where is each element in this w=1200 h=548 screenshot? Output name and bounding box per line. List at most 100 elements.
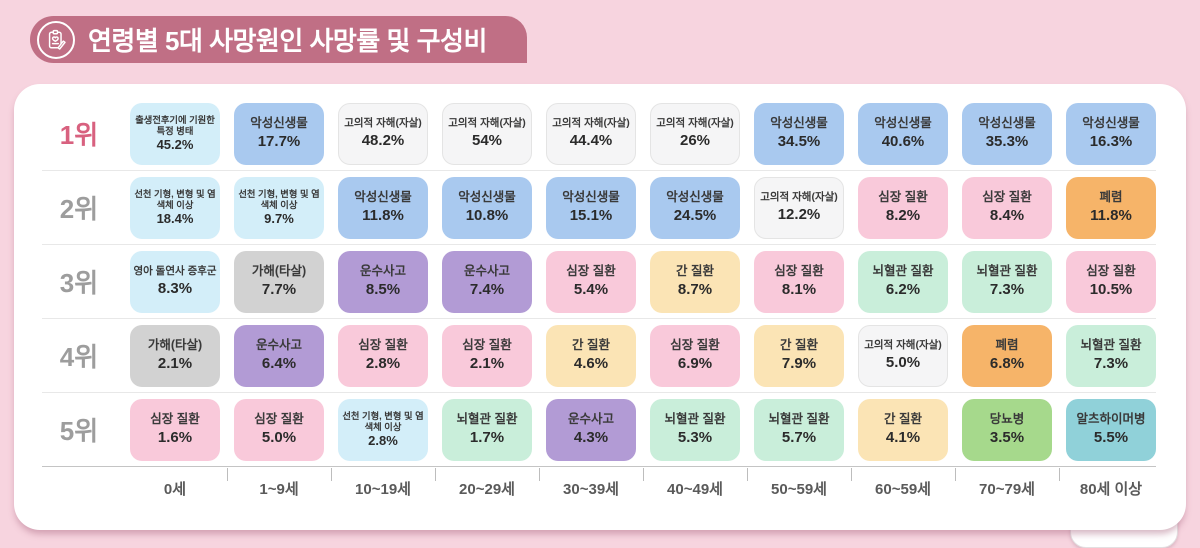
- table-cell: 운수사고 8.5%: [338, 245, 428, 318]
- cause-label: 고의적 자해(자살): [344, 117, 422, 130]
- cause-value: 2.8%: [365, 355, 401, 373]
- page-title: 연령별 5대 사망원인 사망률 및 구성비: [88, 26, 487, 56]
- cause-cell: 악성신생물 24.5%: [650, 176, 740, 239]
- table-cell: 폐렴 6.8%: [962, 319, 1052, 392]
- cause-value: 12.2%: [777, 205, 821, 223]
- age-group-label: 20~29세: [434, 467, 532, 509]
- cause-cell: 고의적 자해(자살) 5.0%: [858, 324, 948, 387]
- cause-cell: 간 질환 7.9%: [754, 324, 844, 387]
- cause-cell: 악성신생물 35.3%: [962, 102, 1052, 165]
- table-cell: 출생전후기에 기원한 특정 병태 45.2%: [130, 97, 220, 170]
- cause-label: 고의적 자해(자살): [760, 191, 838, 204]
- table-cell: 심장 질환 6.9%: [650, 319, 740, 392]
- table-cell: 고의적 자해(자살) 5.0%: [858, 319, 948, 392]
- table-cell: 뇌혈관 질환 5.7%: [754, 393, 844, 466]
- cause-value: 11.8%: [362, 207, 404, 225]
- table-cell: 악성신생물 24.5%: [650, 171, 740, 244]
- table-cell: 뇌혈관 질환 7.3%: [1066, 319, 1156, 392]
- cause-value: 17.7%: [257, 133, 301, 151]
- cause-value: 7.4%: [469, 281, 505, 299]
- age-group-label: 60~59세: [850, 467, 948, 509]
- age-group-label: 40~49세: [642, 467, 740, 509]
- table-cell: 알츠하이머병 5.5%: [1066, 393, 1156, 466]
- rank-label-5: 5위: [59, 416, 99, 446]
- table-cell: 운수사고 6.4%: [234, 319, 324, 392]
- cause-label: 심장 질환: [878, 190, 928, 205]
- cause-value: 7.3%: [1093, 355, 1129, 373]
- table-cell: 심장 질환 8.4%: [962, 171, 1052, 244]
- cause-value: 6.9%: [677, 355, 713, 373]
- cause-value: 7.3%: [989, 281, 1025, 299]
- cause-label: 고의적 자해(자살): [656, 117, 734, 130]
- cause-label: 폐렴: [995, 338, 1019, 353]
- table-cell: 악성신생물 15.1%: [546, 171, 636, 244]
- table-cell: 폐렴 11.8%: [1066, 171, 1156, 244]
- cause-label: 알츠하이머병: [1076, 412, 1146, 427]
- cause-cell: 가해(타살) 7.7%: [234, 250, 324, 313]
- cause-cell: 영아 돌연사 증후군 8.3%: [130, 250, 220, 313]
- cause-value: 35.3%: [985, 133, 1029, 151]
- cause-cell: 폐렴 11.8%: [1066, 176, 1156, 239]
- cause-value: 4.6%: [573, 355, 609, 373]
- cause-label: 출생전후기에 기원한 특정 병태: [135, 114, 215, 136]
- cause-label: 고의적 자해(자살): [448, 117, 526, 130]
- cause-label: 심장 질환: [670, 338, 720, 353]
- cause-value: 48.2%: [361, 131, 405, 149]
- cause-value: 16.3%: [1089, 133, 1133, 151]
- cause-cell: 악성신생물 17.7%: [234, 102, 324, 165]
- cause-cell: 심장 질환 10.5%: [1066, 250, 1156, 313]
- cause-cell: 알츠하이머병 5.5%: [1066, 398, 1156, 461]
- cause-label: 선천 기형, 변형 및 염색체 이상: [134, 188, 216, 210]
- cause-label: 뇌혈관 질환: [1080, 338, 1142, 353]
- table-cell: 당뇨병 3.5%: [962, 393, 1052, 466]
- cause-label: 심장 질환: [566, 264, 616, 279]
- cause-label: 간 질환: [780, 338, 818, 353]
- cause-label: 악성신생물: [458, 190, 516, 205]
- table-cell: 간 질환 4.1%: [858, 393, 948, 466]
- cause-cell: 폐렴 6.8%: [962, 324, 1052, 387]
- cause-value: 18.4%: [156, 210, 194, 226]
- table-cell: 심장 질환 5.0%: [234, 393, 324, 466]
- table-cell: 뇌혈관 질환 1.7%: [442, 393, 532, 466]
- table-cell: 심장 질환 2.8%: [338, 319, 428, 392]
- cause-cell: 운수사고 4.3%: [546, 398, 636, 461]
- cause-label: 가해(타살): [251, 264, 307, 279]
- cause-value: 40.6%: [881, 133, 925, 151]
- age-group-label: 30~39세: [538, 467, 636, 509]
- age-group-label: 70~79세: [954, 467, 1052, 509]
- cause-value: 26%: [679, 131, 711, 149]
- cause-value: 54%: [471, 131, 503, 149]
- cause-label: 심장 질환: [462, 338, 512, 353]
- cause-cell: 뇌혈관 질환 6.2%: [858, 250, 948, 313]
- cause-cell: 고의적 자해(자살) 26%: [650, 102, 740, 165]
- cause-label: 뇌혈관 질환: [664, 412, 726, 427]
- cause-label: 고의적 자해(자살): [864, 339, 942, 352]
- table-cell: 간 질환 7.9%: [754, 319, 844, 392]
- table-cell: 심장 질환 10.5%: [1066, 245, 1156, 318]
- table-cell: 악성신생물 40.6%: [858, 97, 948, 170]
- cause-cell: 운수사고 7.4%: [442, 250, 532, 313]
- table-cell: 운수사고 7.4%: [442, 245, 532, 318]
- clipboard-pencil-icon: [37, 20, 75, 59]
- cause-cell: 악성신생물 15.1%: [546, 176, 636, 239]
- cause-label: 운수사고: [567, 412, 614, 427]
- table-cell: 선천 기형, 변형 및 염색체 이상 18.4%: [130, 171, 220, 244]
- cause-cell: 심장 질환 5.4%: [546, 250, 636, 313]
- cause-value: 1.7%: [469, 429, 505, 447]
- cause-cell: 뇌혈관 질환 5.3%: [650, 398, 740, 461]
- death-cause-table: 1위 출생전후기에 기원한 특정 병태 45.2% 악성신생물 17.7% 고의적 자해(…: [42, 97, 1156, 509]
- cause-label: 악성신생물: [978, 116, 1036, 131]
- cause-value: 6.4%: [261, 355, 297, 373]
- cause-value: 5.7%: [781, 429, 817, 447]
- cause-cell: 뇌혈관 질환 5.7%: [754, 398, 844, 461]
- cause-cell: 심장 질환 5.0%: [234, 398, 324, 461]
- cause-value: 3.5%: [989, 429, 1025, 447]
- cause-cell: 고의적 자해(자살) 48.2%: [338, 102, 428, 165]
- cause-cell: 심장 질환 2.1%: [442, 324, 532, 387]
- cause-cell: 악성신생물 34.5%: [754, 102, 844, 165]
- cause-cell: 악성신생물 16.3%: [1066, 102, 1156, 165]
- cause-label: 심장 질환: [358, 338, 408, 353]
- age-group-label: 0세: [163, 480, 187, 498]
- cause-value: 5.0%: [261, 429, 297, 447]
- cause-label: 가해(타살): [147, 338, 203, 353]
